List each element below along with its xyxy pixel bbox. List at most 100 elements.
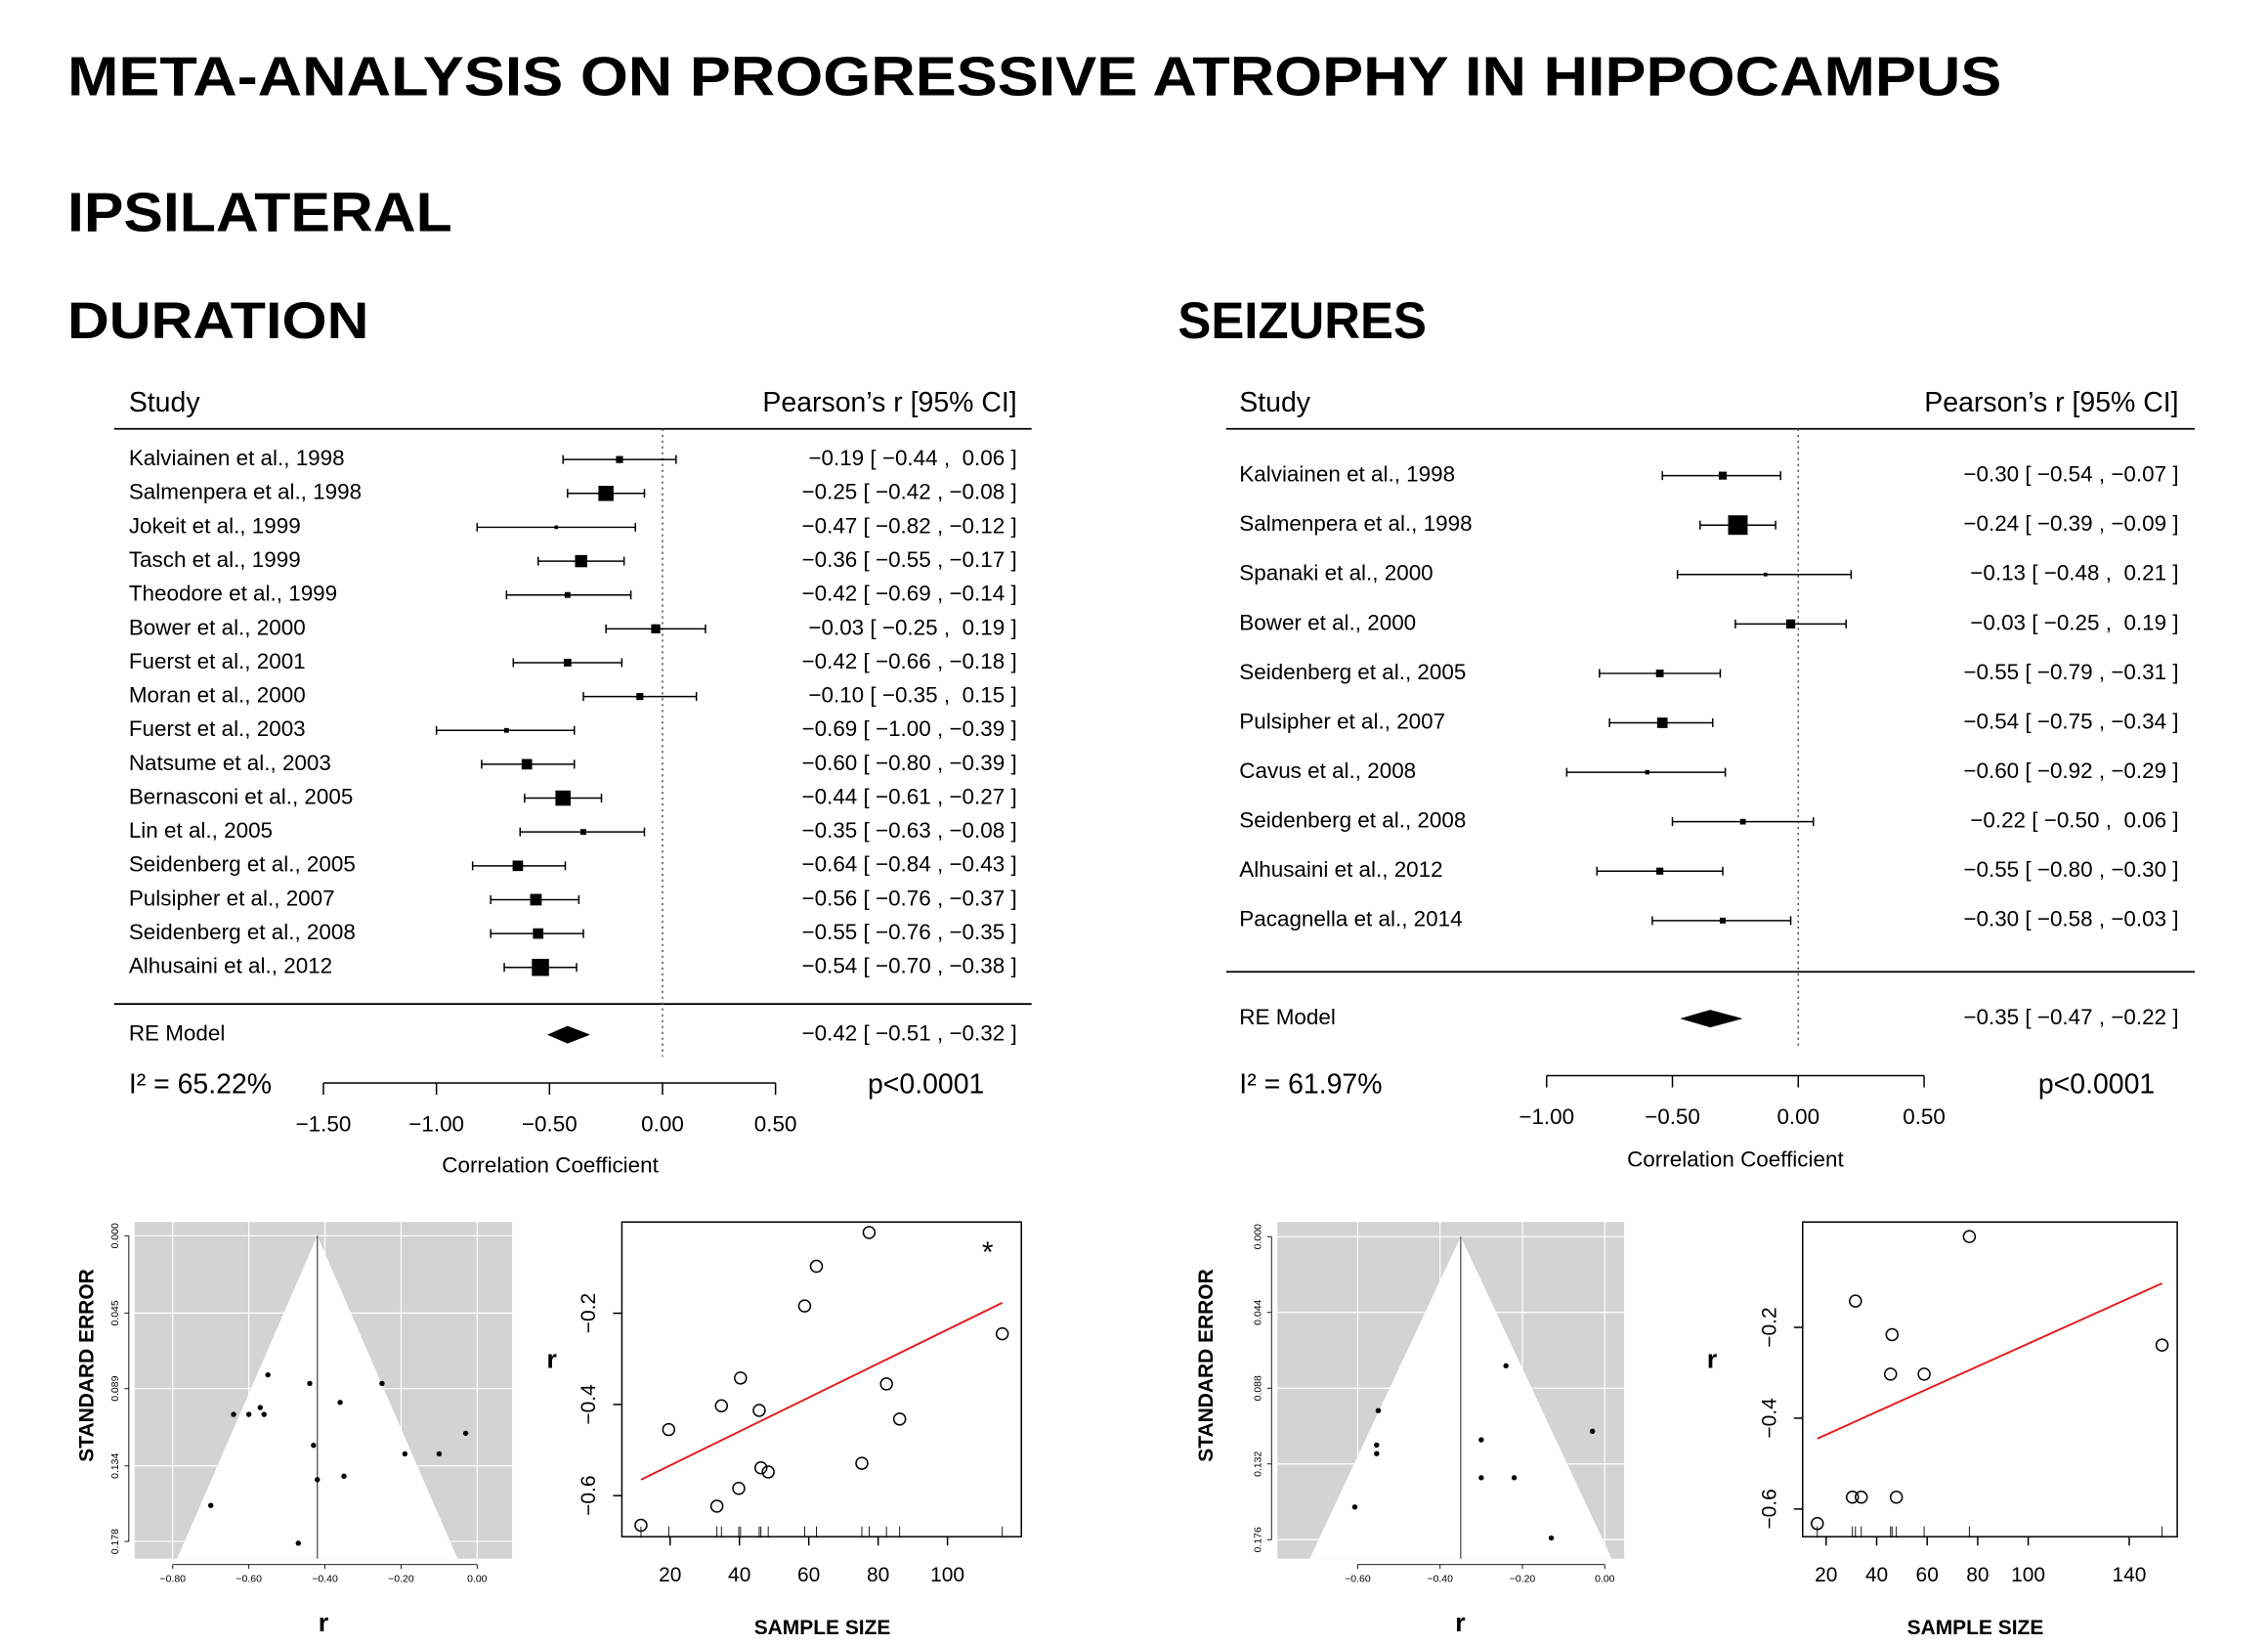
study-point [1548, 1535, 1555, 1541]
effect-square [564, 591, 571, 598]
effect-label: −0.60 [ −0.80 , −0.39 ] [802, 751, 1017, 775]
study-point [1855, 1491, 1868, 1504]
study-point [402, 1450, 408, 1457]
study-point [734, 1371, 748, 1385]
effect-label: −0.24 [ −0.39 , −0.09 ] [1963, 511, 2178, 536]
y-axis-label: r [1707, 1345, 1718, 1374]
effect-label: −0.64 [ −0.84 , −0.43 ] [802, 852, 1017, 877]
x-tick-label: 0.00 [467, 1574, 488, 1584]
study-point [855, 1456, 869, 1470]
effect-square [1656, 867, 1664, 875]
x-tick-label: 100 [2011, 1564, 2045, 1586]
summary-diamond [547, 1025, 590, 1044]
study-label: Kalviainen et al., 1998 [129, 446, 345, 470]
x-tick-label: 0.00 [1595, 1574, 1615, 1584]
effect-label: −0.47 [ −0.82 , −0.12 ] [802, 513, 1017, 538]
study-point [307, 1380, 313, 1387]
study-point [761, 1465, 775, 1479]
study-label: Lin et al., 2005 [129, 818, 273, 843]
study-point [208, 1502, 214, 1508]
x-tick-label: −0.50 [1645, 1104, 1700, 1129]
study-label: Bower et al., 2000 [1239, 610, 1416, 634]
study-label: Alhusaini et al., 2012 [129, 954, 332, 978]
study-label: Theodore et al., 1999 [129, 582, 337, 606]
column-header: Pearson’s r [95% CI] [762, 387, 1016, 418]
study-label: Natsume et al., 2003 [129, 751, 331, 775]
effect-square [575, 554, 587, 568]
study-point [311, 1442, 317, 1449]
study-point [379, 1380, 385, 1387]
x-axis-label: r [319, 1608, 329, 1637]
x-tick-label: 0.00 [641, 1111, 684, 1136]
study-point [732, 1482, 746, 1495]
effect-label: −0.35 [ −0.63 , −0.08 ] [802, 818, 1017, 843]
column-header: Study [129, 387, 200, 418]
effect-label: −0.42 [ −0.69 , −0.14 ] [802, 582, 1017, 606]
study-label: Pulsipher et al., 2007 [1239, 709, 1445, 733]
study-point [1351, 1504, 1358, 1510]
effect-square [554, 525, 559, 530]
effect-square [530, 893, 542, 906]
effect-square [521, 758, 533, 770]
x-tick-label: 20 [659, 1564, 681, 1586]
x-tick-label: 40 [728, 1564, 750, 1586]
study-label: Seidenberg et al., 2005 [129, 852, 356, 877]
study-label: Tasch et al., 1999 [129, 547, 301, 572]
y-tick-label: 0.000 [110, 1223, 121, 1248]
plot-frame [1802, 1221, 2178, 1537]
study-label: Cavus et al., 2008 [1239, 758, 1416, 783]
y-tick-label: −0.2 [578, 1293, 600, 1333]
x-tick-label: 0.50 [754, 1111, 797, 1136]
effect-label: −0.54 [ −0.75 , −0.34 ] [1963, 709, 2178, 733]
study-point [1374, 1442, 1380, 1449]
y-tick-label: 0.045 [110, 1300, 121, 1325]
plot-frame [620, 1221, 1022, 1537]
effect-square [1720, 917, 1726, 924]
study-point [231, 1411, 236, 1417]
column-header: Pearson’s r [95% CI] [1924, 387, 2178, 418]
chart-title: DURATION [67, 293, 368, 350]
study-label: Fuerst et al., 2001 [129, 649, 306, 673]
study-label: Alhusaini et al., 2012 [1239, 857, 1442, 882]
x-tick-label: 0.50 [1903, 1104, 1946, 1129]
study-point [1589, 1428, 1596, 1434]
effect-label: −0.22 [ −0.50 , 0.06 ] [1970, 808, 2178, 833]
summary-label: RE Model [129, 1021, 226, 1046]
study-label: Salmenpera et al., 1998 [129, 480, 362, 504]
study-point [1503, 1363, 1509, 1369]
study-label: Pacagnella et al., 2014 [1239, 907, 1462, 931]
annotation: * [982, 1236, 994, 1269]
study-label: Jokeit et al., 1999 [129, 513, 301, 538]
x-tick-label: −1.00 [408, 1111, 464, 1136]
x-tick-label: 60 [797, 1564, 820, 1586]
effect-label: −0.60 [ −0.92 , −0.29 ] [1963, 758, 2178, 783]
effect-label: −0.44 [ −0.61 , −0.27 ] [802, 784, 1017, 808]
study-point [714, 1399, 729, 1413]
y-tick-label: 0.178 [110, 1529, 121, 1554]
x-tick-label: 140 [2113, 1564, 2147, 1586]
study-point [809, 1259, 824, 1274]
effect-square [503, 727, 509, 733]
study-point [337, 1400, 343, 1406]
study-point [1375, 1407, 1382, 1413]
study-point [862, 1226, 877, 1239]
effect-square [1763, 572, 1768, 577]
effect-label: −0.10 [ −0.35 , 0.15 ] [808, 683, 1016, 708]
study-label: Seidenberg et al., 2008 [1239, 808, 1466, 833]
effect-square [598, 486, 614, 501]
y-tick-label: 0.088 [1254, 1375, 1264, 1401]
study-label: Seidenberg et al., 2005 [1239, 660, 1466, 684]
x-tick-label: −0.40 [1427, 1574, 1453, 1584]
x-tick-label: 0.00 [1776, 1104, 1819, 1129]
study-point [1917, 1367, 1931, 1381]
y-tick-label: −0.2 [1758, 1307, 1780, 1347]
study-point [709, 1499, 724, 1513]
study-point [2155, 1338, 2169, 1352]
study-point [265, 1371, 271, 1378]
x-axis-label: SAMPLE SIZE [1907, 1617, 2044, 1639]
x-axis-label: r [1455, 1608, 1466, 1637]
study-point [436, 1450, 443, 1457]
study-point [341, 1473, 347, 1480]
study-label: Salmenpera et al., 1998 [1239, 511, 1472, 536]
